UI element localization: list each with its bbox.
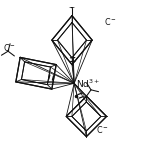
Text: C$^-$: C$^-$ <box>104 16 117 27</box>
Text: C$^-$: C$^-$ <box>3 42 16 53</box>
Text: Nd$^{3+}$: Nd$^{3+}$ <box>76 77 100 90</box>
Text: C$^-$: C$^-$ <box>96 124 109 135</box>
